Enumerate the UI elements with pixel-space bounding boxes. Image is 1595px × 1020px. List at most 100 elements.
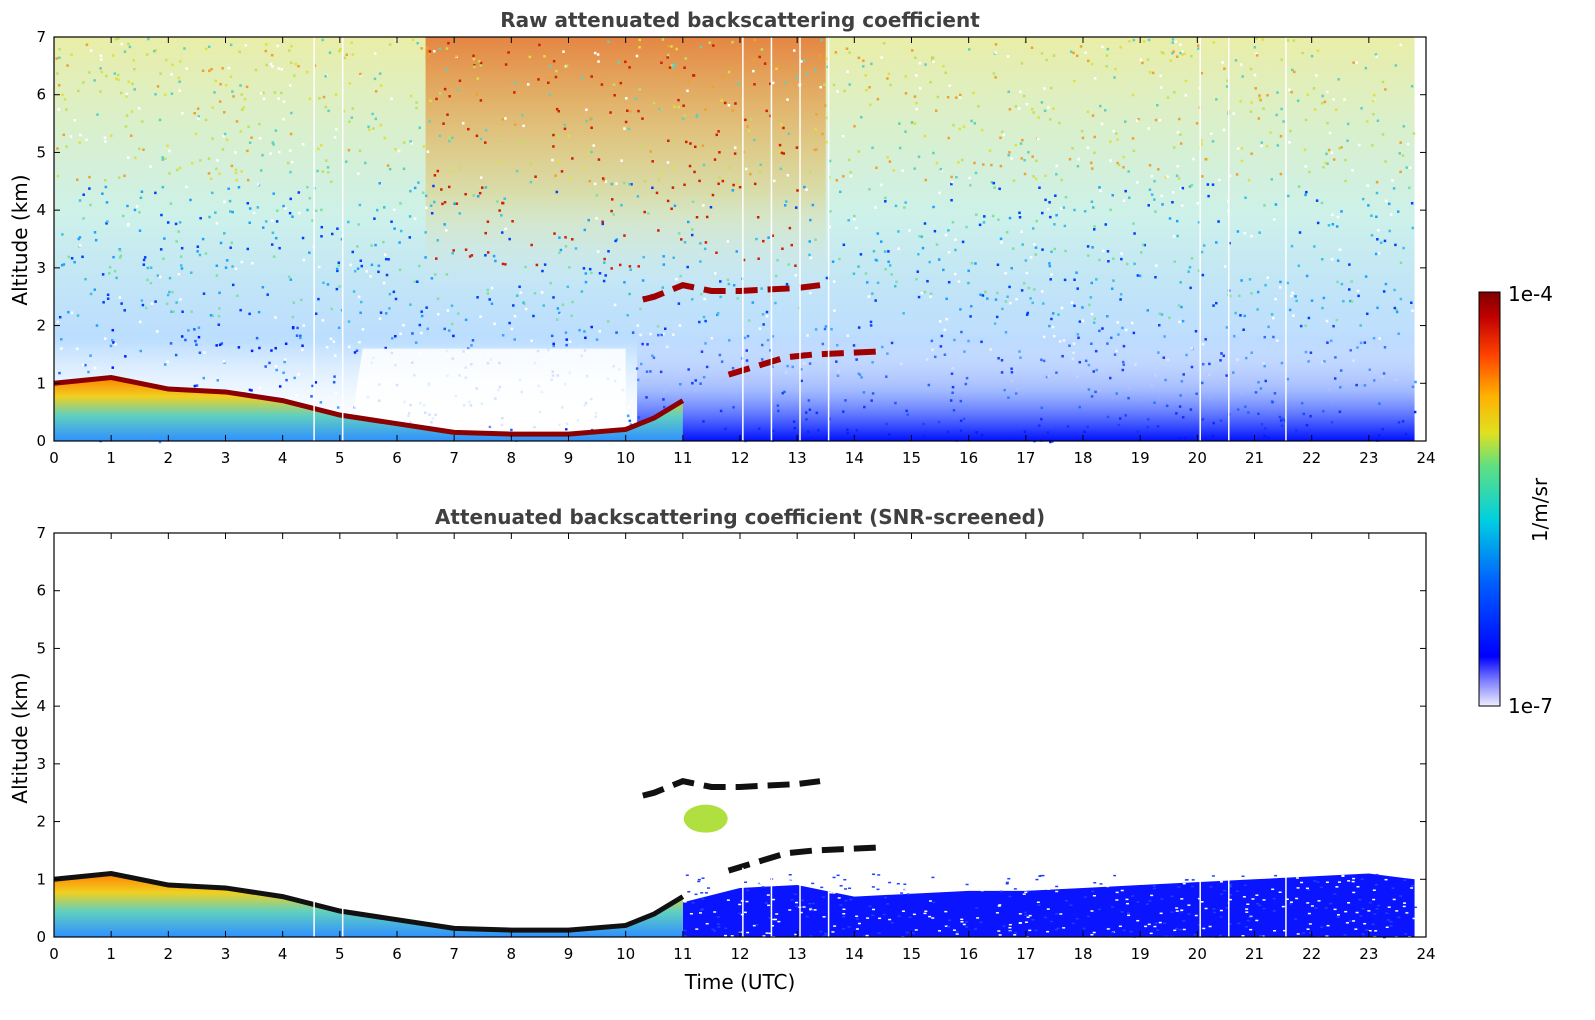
noise-speckle bbox=[1187, 270, 1190, 273]
screened-speckle bbox=[1148, 900, 1152, 902]
noise-speckle bbox=[271, 219, 274, 222]
noise-speckle bbox=[1240, 159, 1244, 163]
screened-speckle bbox=[1308, 923, 1312, 925]
screened-speckle bbox=[1283, 929, 1287, 932]
noise-speckle bbox=[225, 138, 229, 142]
noise-speckle bbox=[213, 91, 216, 94]
noise-speckle bbox=[311, 219, 314, 222]
noise-speckle bbox=[166, 360, 169, 363]
noise-speckle bbox=[682, 104, 685, 107]
noise-speckle bbox=[924, 178, 928, 182]
noise-speckle bbox=[595, 194, 599, 197]
noise-speckle bbox=[970, 304, 973, 308]
noise-speckle bbox=[677, 105, 680, 109]
noise-speckle bbox=[1049, 118, 1052, 121]
noise-speckle bbox=[195, 343, 198, 346]
noise-speckle bbox=[627, 127, 631, 131]
noise-speckle bbox=[565, 338, 568, 341]
noise-speckle bbox=[677, 302, 681, 305]
noise-speckle bbox=[1157, 168, 1160, 171]
noise-speckle bbox=[317, 297, 320, 301]
noise-speckle bbox=[510, 428, 513, 432]
noise-speckle bbox=[699, 260, 702, 263]
noise-speckle bbox=[918, 61, 922, 65]
screened-speckle bbox=[1026, 890, 1030, 893]
noise-speckle bbox=[712, 44, 715, 47]
noise-speckle bbox=[758, 55, 761, 59]
noise-speckle bbox=[294, 62, 297, 66]
noise-speckle bbox=[231, 90, 234, 93]
noise-speckle bbox=[590, 325, 593, 329]
noise-speckle bbox=[135, 205, 139, 208]
noise-speckle bbox=[630, 183, 633, 186]
screened-speckle bbox=[704, 892, 708, 894]
noise-speckle bbox=[65, 108, 68, 111]
noise-speckle bbox=[788, 226, 792, 230]
noise-speckle bbox=[1273, 218, 1276, 221]
screened-speckle bbox=[999, 890, 1003, 893]
noise-speckle bbox=[1087, 254, 1090, 257]
screened-speckle bbox=[1022, 893, 1026, 895]
noise-speckle bbox=[215, 222, 219, 225]
noise-speckle bbox=[1331, 222, 1335, 226]
noise-speckle bbox=[684, 57, 688, 60]
noise-speckle bbox=[1290, 294, 1293, 298]
screened-speckle bbox=[960, 921, 964, 923]
noise-speckle bbox=[82, 81, 85, 84]
screened-speckle bbox=[1194, 914, 1198, 917]
screened-speckle bbox=[1367, 910, 1371, 912]
screened-speckle bbox=[979, 921, 983, 924]
noise-speckle bbox=[215, 344, 218, 347]
noise-speckle bbox=[443, 200, 447, 204]
noise-speckle bbox=[1256, 308, 1259, 311]
noise-speckle bbox=[111, 328, 115, 332]
noise-speckle bbox=[1062, 206, 1066, 209]
noise-speckle bbox=[785, 282, 789, 286]
noise-speckle bbox=[1175, 174, 1179, 178]
noise-speckle bbox=[369, 275, 372, 278]
noise-speckle bbox=[715, 133, 718, 137]
noise-speckle bbox=[624, 120, 628, 124]
noise-speckle bbox=[1266, 276, 1270, 279]
noise-speckle bbox=[125, 92, 129, 96]
noise-speckle bbox=[1034, 253, 1038, 256]
noise-speckle bbox=[373, 217, 376, 220]
noise-speckle bbox=[631, 331, 635, 334]
solar-noise-band bbox=[425, 37, 826, 297]
noise-speckle bbox=[698, 179, 701, 183]
noise-speckle bbox=[511, 219, 514, 223]
noise-speckle bbox=[246, 149, 249, 153]
screened-speckle bbox=[713, 930, 717, 932]
y-tick-label: 2 bbox=[36, 813, 46, 831]
screened-speckle bbox=[1273, 930, 1277, 932]
noise-speckle bbox=[1139, 58, 1143, 61]
noise-speckle bbox=[133, 67, 136, 71]
noise-speckle bbox=[81, 255, 84, 259]
noise-speckle bbox=[604, 274, 607, 277]
noise-speckle bbox=[234, 267, 238, 271]
screened-speckle bbox=[1200, 879, 1204, 882]
noise-speckle bbox=[1012, 179, 1016, 182]
noise-speckle bbox=[661, 38, 665, 41]
noise-speckle bbox=[84, 363, 87, 367]
noise-speckle bbox=[1322, 165, 1325, 169]
noise-speckle bbox=[248, 388, 252, 392]
noise-speckle bbox=[248, 141, 252, 144]
noise-speckle bbox=[1253, 46, 1257, 49]
noise-speckle bbox=[529, 180, 533, 184]
noise-speckle bbox=[1086, 110, 1090, 114]
noise-speckle bbox=[1346, 139, 1349, 143]
screened-speckle bbox=[839, 885, 843, 887]
noise-speckle bbox=[1289, 129, 1292, 133]
noise-speckle bbox=[815, 113, 818, 116]
noise-speckle bbox=[420, 314, 424, 318]
screened-speckle bbox=[1125, 898, 1129, 901]
noise-speckle bbox=[1117, 163, 1121, 167]
screened-speckle bbox=[1082, 927, 1086, 930]
noise-speckle bbox=[776, 259, 779, 262]
screened-speckle bbox=[738, 903, 742, 906]
screened-speckle bbox=[811, 882, 815, 885]
noise-speckle bbox=[440, 188, 443, 191]
noise-speckle bbox=[857, 150, 861, 153]
noise-speckle bbox=[564, 245, 568, 248]
